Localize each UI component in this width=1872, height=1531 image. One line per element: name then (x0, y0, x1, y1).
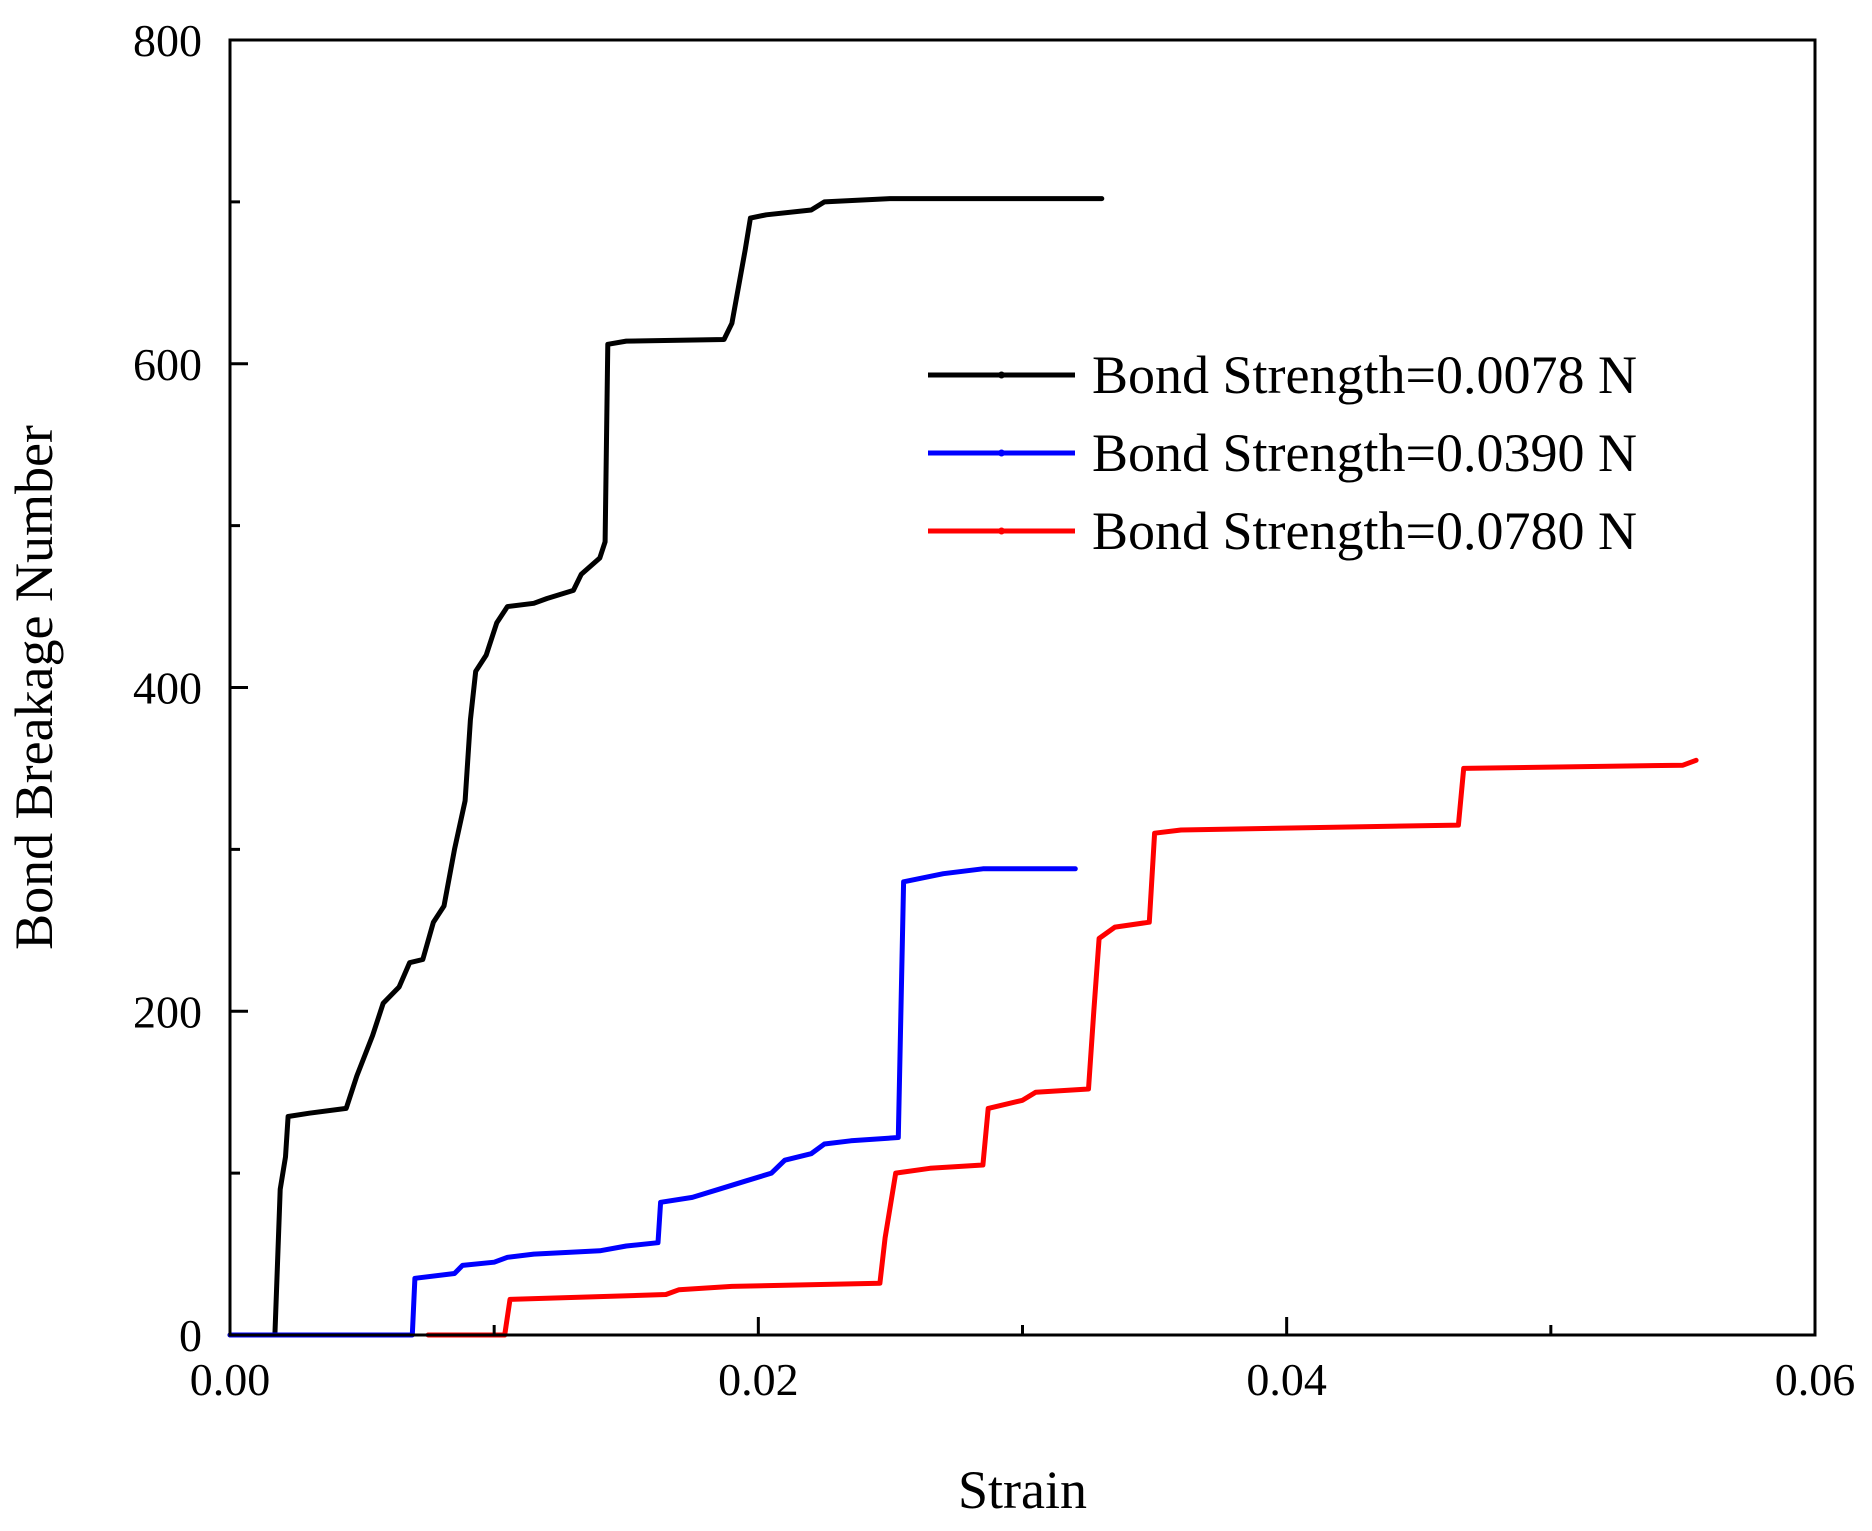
legend-marker-1 (998, 449, 1005, 457)
legend-marker-0 (998, 371, 1005, 379)
series-line-0 (227, 196, 1105, 1338)
y-tick-label: 0 (179, 1310, 202, 1361)
x-tick-label: 0.02 (718, 1354, 799, 1405)
y-tick-label: 600 (133, 339, 202, 390)
legend-label-1: Bond Strength=0.0390 N (1092, 423, 1637, 483)
legend-label-2: Bond Strength=0.0780 N (1092, 501, 1637, 561)
y-tick-label: 200 (133, 986, 202, 1037)
axis-ticks (228, 38, 1817, 1337)
legend-label-0: Bond Strength=0.0078 N (1092, 345, 1637, 405)
series-line-1 (227, 866, 1078, 1338)
axis-tick-labels: 0.00 0.02 0.04 0.06 0 200 400 600 800 (133, 15, 1855, 1405)
legend: Bond Strength=0.0078 N Bond Strength=0.03… (928, 345, 1637, 561)
x-axis-title: Strain (958, 1460, 1087, 1520)
x-tick-label: 0.00 (190, 1354, 271, 1405)
plot-lines (227, 196, 1699, 1338)
y-axis-title: Bond Breakage Number (4, 425, 64, 950)
series-line-2 (425, 757, 1699, 1338)
legend-marker-2 (998, 527, 1005, 535)
y-tick-label: 400 (133, 663, 202, 714)
x-tick-label: 0.04 (1246, 1354, 1327, 1405)
y-tick-label: 800 (133, 15, 202, 66)
x-tick-label: 0.06 (1775, 1354, 1856, 1405)
